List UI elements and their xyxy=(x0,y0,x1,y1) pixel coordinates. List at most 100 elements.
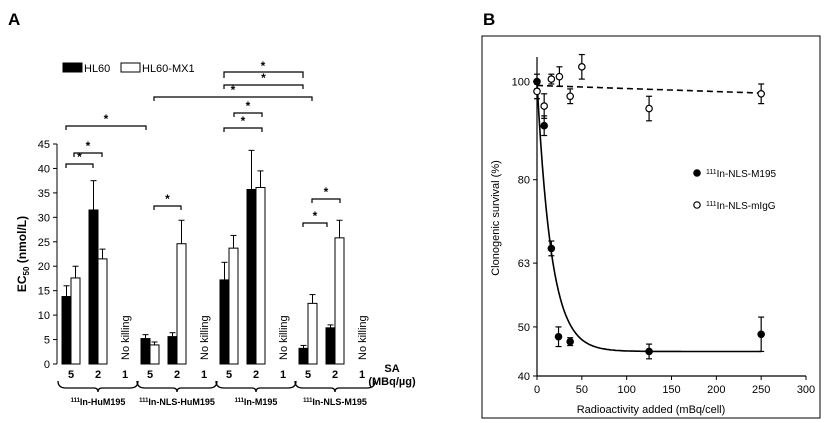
panel-a-y-tick-label: 40 xyxy=(38,163,50,175)
bar-hl60-mx1 xyxy=(149,344,160,365)
panel-a-bars: No killing No killing No killing No killing xyxy=(61,149,369,365)
sa-level-label: 1 xyxy=(280,369,286,381)
bar-hl60 xyxy=(219,279,230,365)
point-nls-m195 xyxy=(540,121,548,130)
legend-label: 111In-NLS-M195 xyxy=(706,169,777,180)
sa-axis-label: SA xyxy=(384,363,399,375)
group-label: 111In-M195 xyxy=(235,397,278,407)
point-nls-migg xyxy=(540,102,548,110)
bar-hl60 xyxy=(61,296,72,365)
sa-level-label: 1 xyxy=(122,369,128,381)
no-killing-label: No killing xyxy=(278,315,290,360)
legend-label: 111In-NLS-mIgG xyxy=(706,201,776,212)
point-nls-migg xyxy=(547,75,556,83)
panel-a-y-axis-title: EC50 (nmol/L) xyxy=(15,216,31,292)
significance-star: * xyxy=(231,83,236,97)
group-brace xyxy=(136,380,218,393)
panel-b-y-tick-label: 80 xyxy=(518,175,530,187)
significance-bracket xyxy=(302,222,328,227)
point-nls-m195 xyxy=(554,332,563,341)
no-killing-label: No killing xyxy=(120,315,132,360)
legend-label: HL60 xyxy=(84,63,110,75)
significance-star: * xyxy=(86,139,91,153)
no-killing-label: No killing xyxy=(357,315,369,360)
panel-a-axes: 0 5 10 15 20 25 30 35 40 45 xyxy=(38,139,58,371)
significance-star: * xyxy=(246,99,251,113)
point-nls-migg xyxy=(645,104,653,113)
significance-star: * xyxy=(77,150,82,164)
point-nls-m195 xyxy=(566,337,574,346)
panel-a-y-tick-label: 20 xyxy=(38,261,50,273)
bar-hl60-mx1 xyxy=(334,237,345,365)
sa-level-label: 2 xyxy=(95,369,101,381)
panel-a-y-tick-label: 25 xyxy=(38,237,50,249)
panel-b: B 0 50 100 150 200 250 300 40 50 63 80 100 Radioacti… xyxy=(481,10,821,419)
panel-a-y-tick-label: 45 xyxy=(38,139,50,151)
panel-b-y-tick-label: 50 xyxy=(518,322,530,334)
sa-level-label: 5 xyxy=(305,369,311,381)
panel-b-axes: 0 50 100 150 200 250 300 40 50 63 80 100 Radioactivi… xyxy=(490,57,815,416)
panel-b-x-tick-label: 100 xyxy=(617,384,635,396)
no-killing-label: No killing xyxy=(199,315,211,360)
point-nls-migg xyxy=(533,87,541,96)
panel-a-label: A xyxy=(8,10,20,29)
point-nls-migg xyxy=(566,92,574,101)
panel-a-y-tick-label: 35 xyxy=(38,188,50,200)
significance-star: * xyxy=(324,185,329,199)
panel-a-significance-brackets: *********** xyxy=(65,59,341,227)
legend-marker xyxy=(693,201,701,209)
panel-b-y-axis-title: Clonogenic survival (%) xyxy=(490,160,502,276)
fit-curve-nls-m195 xyxy=(536,81,762,353)
significance-star: * xyxy=(104,112,109,126)
panel-a-y-tick-label: 0 xyxy=(44,359,50,371)
bar-hl60-mx1 xyxy=(176,243,187,365)
panel-b-x-tick-label: 300 xyxy=(797,384,815,396)
point-nls-m195 xyxy=(645,347,653,356)
panel-b-x-axis-title: Radioactivity added (mBq/cell) xyxy=(577,404,726,416)
bar-hl60-mx1 xyxy=(97,258,108,365)
panel-a-y-tick-label: 30 xyxy=(38,212,50,224)
bar-hl60-mx1 xyxy=(70,277,81,365)
point-nls-migg xyxy=(757,90,765,98)
significance-bracket xyxy=(65,163,94,168)
panel-a-legend: HL60 HL60-MX1 xyxy=(62,62,195,75)
bar-hl60 xyxy=(167,336,178,365)
panel-b-y-tick-label: 40 xyxy=(518,371,530,383)
significance-bracket xyxy=(73,152,103,157)
legend-label: HL60-MX1 xyxy=(142,63,195,75)
significance-star: * xyxy=(313,209,318,223)
bar-hl60 xyxy=(298,347,309,365)
bar-hl60-mx1 xyxy=(307,302,318,365)
point-nls-migg xyxy=(555,72,564,81)
group-label: 111In-NLS-M195 xyxy=(303,397,367,407)
group-brace xyxy=(294,380,376,393)
point-nls-m195 xyxy=(547,244,556,253)
panel-b-x-tick-label: 150 xyxy=(662,384,680,396)
bar-hl60-mx1 xyxy=(255,187,266,365)
legend-swatch xyxy=(120,62,141,73)
significance-bracket xyxy=(153,205,182,210)
panel-a-y-tick-label: 10 xyxy=(38,310,50,322)
panel-b-x-tick-label: 200 xyxy=(707,384,725,396)
sa-level-label: 2 xyxy=(174,369,180,381)
panel-a-y-tick-label: 15 xyxy=(38,286,50,298)
significance-bracket xyxy=(233,112,263,117)
bar-hl60 xyxy=(246,188,257,365)
panel-b-fit-curves xyxy=(536,81,762,353)
sa-level-label: 2 xyxy=(332,369,338,381)
significance-bracket xyxy=(223,71,304,78)
bar-hl60-mx1 xyxy=(228,247,239,365)
panel-b-frame xyxy=(481,35,821,419)
sa-level-label: 1 xyxy=(201,369,207,381)
significance-bracket xyxy=(311,198,341,203)
panel-b-data-points xyxy=(533,53,765,360)
point-nls-m195 xyxy=(757,330,765,339)
sa-level-label: 2 xyxy=(253,369,259,381)
group-brace xyxy=(215,380,297,393)
sa-level-label: 5 xyxy=(68,369,74,381)
significance-star: * xyxy=(261,59,266,73)
panel-b-x-tick-label: 0 xyxy=(534,384,540,396)
group-label: 111In-NLS-HuM195 xyxy=(139,397,215,407)
